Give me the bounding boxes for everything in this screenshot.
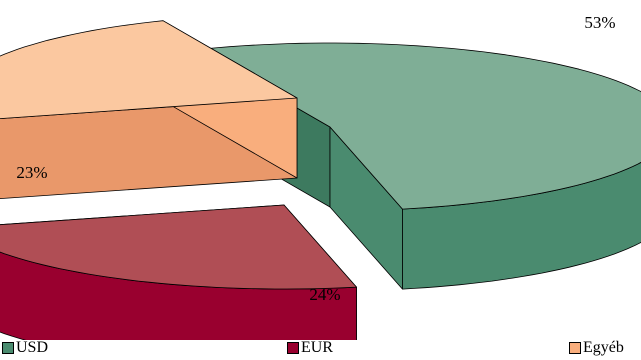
slice-eur-top (0, 204, 357, 290)
legend-item-eur: EUR (287, 339, 333, 357)
legend-swatch-eur (287, 342, 299, 354)
slice-egyeb-top (0, 20, 298, 120)
legend-swatch-egyeb (569, 342, 581, 354)
data-label-usd: 53% (584, 13, 615, 32)
legend-label-egyeb: Egyéb (583, 339, 624, 356)
legend-item-usd: USD (2, 339, 48, 357)
pie-chart: 53% 24% 23% (0, 13, 641, 340)
legend-label-usd: USD (16, 339, 49, 356)
data-label-eur: 24% (309, 285, 340, 304)
legend-item-egyeb: Egyéb (569, 339, 624, 357)
legend-swatch-usd (2, 342, 14, 354)
legend-label-eur: EUR (301, 339, 333, 356)
data-label-egyeb: 23% (16, 163, 47, 182)
slice-usd-top (195, 42, 641, 210)
slice-egyeb (0, 20, 298, 200)
slice-eur (0, 204, 357, 340)
